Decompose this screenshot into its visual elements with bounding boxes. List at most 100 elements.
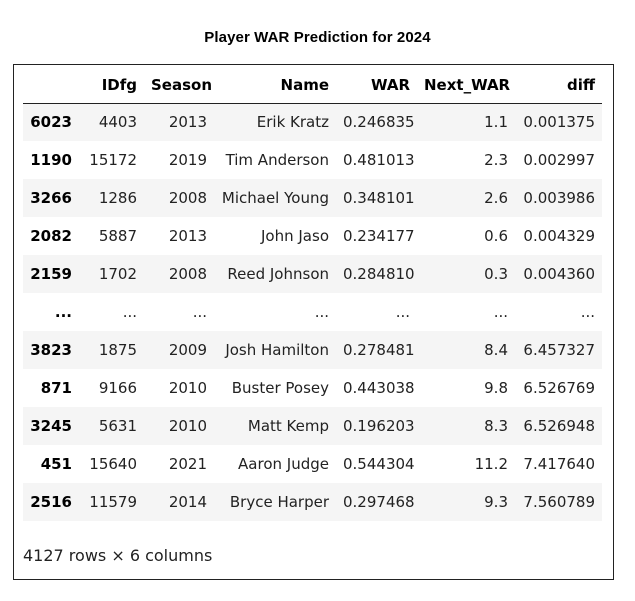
table-row: 2082 5887 2013 John Jaso 0.234177 0.6 0.004329 [23, 217, 602, 255]
row-index-cell: 6023 [30, 113, 72, 132]
diff-cell: 6.526948 [523, 417, 595, 435]
figure-title: Player WAR Prediction for 2024 [204, 29, 431, 46]
season-cell: 2013 [168, 227, 207, 245]
war-cell: 0.246835 [343, 113, 415, 132]
name-cell: Bryce Harper [229, 493, 329, 511]
name-cell: Reed Johnson [227, 265, 329, 283]
idfg-cell: 15640 [89, 455, 137, 473]
row-index-cell: 1190 [30, 151, 72, 169]
war-cell: 0.196203 [343, 417, 415, 435]
row-index-cell: 3823 [30, 341, 72, 359]
ellipsis-row: ..................... [23, 293, 602, 331]
diff-cell: 6.526769 [523, 379, 595, 397]
table-body: 6023 4403 2013 Erik Kratz 0.246835 1.1 0.00137… [23, 103, 602, 521]
diff-cell: 0.004360 [523, 265, 595, 283]
table-row: 2516 11579 2014 Bryce Harper 0.297468 9.3 7.56… [23, 483, 602, 521]
war-cell: 0.481013 [343, 151, 415, 169]
season-cell: 2010 [168, 417, 207, 435]
idfg-cell: 1702 [98, 265, 137, 283]
row-index-cell: 3245 [30, 417, 72, 435]
idfg-cell: 4403 [98, 113, 137, 132]
diff-cell: 7.417640 [523, 455, 595, 473]
next-war-cell: 8.3 [484, 417, 508, 435]
next-war-cell: 2.3 [484, 151, 508, 169]
next-war-cell: 8.4 [484, 341, 508, 359]
name-cell: John Jaso [261, 227, 329, 245]
next-war-cell: 9.8 [484, 379, 508, 397]
war-cell: ... [395, 303, 410, 321]
diff-cell: 0.002997 [523, 151, 595, 169]
row-index-cell: 3266 [30, 189, 72, 207]
dataframe-table: IDfg Season Name WAR Next_WAR diff 6023 4… [23, 68, 602, 521]
season-cell: ... [192, 303, 207, 321]
table-row: 451 15640 2021 Aaron Judge 0.544304 11.2 7.417… [23, 445, 602, 483]
idfg-cell: 11579 [89, 493, 137, 511]
season-cell: 2008 [168, 265, 207, 283]
diff-cell: 7.560789 [523, 493, 595, 511]
season-cell: 2021 [168, 455, 207, 473]
column-header-season: Season [144, 68, 214, 104]
war-cell: 0.297468 [343, 493, 415, 511]
row-index-cell: 2082 [30, 227, 72, 245]
season-cell: 2009 [168, 341, 207, 359]
row-index-cell: ... [54, 303, 72, 321]
table-row: 1190 15172 2019 Tim Anderson 0.481013 2.3 0.00… [23, 141, 602, 179]
column-header-index [23, 68, 79, 104]
name-cell: Michael Young [221, 189, 329, 207]
name-cell: Josh Hamilton [225, 341, 329, 359]
war-cell: 0.348101 [343, 189, 415, 207]
column-header-war: WAR [336, 68, 417, 104]
next-war-cell: 1.1 [484, 113, 508, 132]
season-cell: 2008 [168, 189, 207, 207]
season-cell: 2019 [168, 151, 207, 169]
diff-cell: 0.001375 [523, 113, 595, 132]
name-cell: Erik Kratz [256, 113, 329, 132]
next-war-cell: 0.3 [484, 265, 508, 283]
column-header-name: Name [214, 68, 336, 104]
header-row: IDfg Season Name WAR Next_WAR diff [23, 68, 602, 104]
table-row: 3823 1875 2009 Josh Hamilton 0.278481 8.4 6.45… [23, 331, 602, 369]
idfg-cell: 5631 [98, 417, 137, 435]
row-index-cell: 451 [40, 455, 72, 473]
season-cell: 2013 [168, 113, 207, 132]
name-cell: Tim Anderson [225, 151, 329, 169]
diff-cell: 0.004329 [523, 227, 595, 245]
dataframe-output: IDfg Season Name WAR Next_WAR diff 6023 4… [13, 64, 614, 580]
name-cell: Aaron Judge [238, 455, 329, 473]
diff-cell: 6.457327 [523, 341, 595, 359]
war-cell: 0.544304 [343, 455, 415, 473]
next-war-cell: 11.2 [474, 455, 508, 473]
war-cell: 0.234177 [343, 227, 415, 245]
season-cell: 2014 [168, 493, 207, 511]
table-row: 3266 1286 2008 Michael Young 0.348101 2.6 0.00… [23, 179, 602, 217]
column-header-idfg: IDfg [79, 68, 144, 104]
next-war-cell: ... [493, 303, 508, 321]
row-count-summary: 4127 rows × 6 columns [23, 546, 213, 565]
next-war-cell: 2.6 [484, 189, 508, 207]
table-row: 3245 5631 2010 Matt Kemp 0.196203 8.3 6.526948 [23, 407, 602, 445]
war-cell: 0.284810 [343, 265, 415, 283]
war-cell: 0.278481 [343, 341, 415, 359]
idfg-cell: 15172 [89, 151, 137, 169]
season-cell: 2010 [168, 379, 207, 397]
idfg-cell: 9166 [98, 379, 137, 397]
idfg-cell: 1286 [98, 189, 137, 207]
table-row: 871 9166 2010 Buster Posey 0.443038 9.8 6.5267… [23, 369, 602, 407]
row-index-cell: 871 [40, 379, 72, 397]
next-war-cell: 9.3 [484, 493, 508, 511]
column-header-diff: diff [515, 68, 602, 104]
table-row: 2159 1702 2008 Reed Johnson 0.284810 0.3 0.004… [23, 255, 602, 293]
column-header-next-war: Next_WAR [417, 68, 515, 104]
table-row: 6023 4403 2013 Erik Kratz 0.246835 1.1 0.00137… [23, 103, 602, 141]
war-cell: 0.443038 [343, 379, 415, 397]
name-cell: ... [314, 303, 329, 321]
idfg-cell: ... [122, 303, 137, 321]
table-header: IDfg Season Name WAR Next_WAR diff [23, 68, 602, 104]
idfg-cell: 1875 [98, 341, 137, 359]
row-index-cell: 2159 [30, 265, 72, 283]
diff-cell: ... [580, 303, 595, 321]
diff-cell: 0.003986 [523, 189, 595, 207]
idfg-cell: 5887 [98, 227, 137, 245]
name-cell: Buster Posey [231, 379, 329, 397]
next-war-cell: 0.6 [484, 227, 508, 245]
